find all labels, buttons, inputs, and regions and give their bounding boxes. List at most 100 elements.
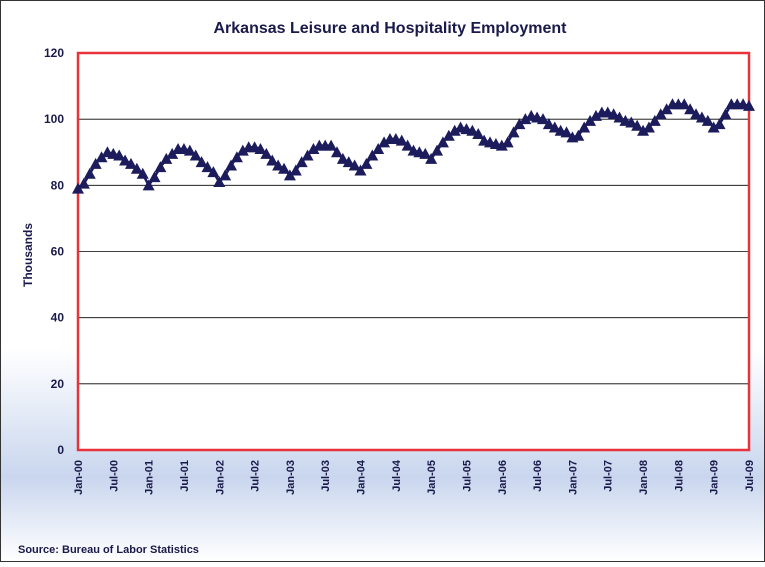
x-tick-label: Jan-08 bbox=[638, 460, 650, 495]
data-point bbox=[395, 134, 408, 146]
y-tick-label: 100 bbox=[44, 112, 64, 126]
data-point bbox=[495, 139, 508, 151]
data-point bbox=[301, 149, 314, 161]
data-point bbox=[278, 162, 291, 174]
x-tick-label: Jul-03 bbox=[320, 460, 332, 492]
data-point bbox=[148, 171, 161, 183]
data-point bbox=[584, 114, 597, 126]
x-tick-label: Jan-06 bbox=[497, 460, 509, 495]
x-tick-label: Jul-09 bbox=[744, 460, 756, 492]
x-tick-label: Jan-03 bbox=[285, 460, 297, 495]
data-point bbox=[330, 146, 343, 158]
source-note: Source: Bureau of Labor Statistics bbox=[18, 544, 199, 556]
data-point bbox=[77, 177, 90, 189]
data-point bbox=[589, 109, 602, 121]
data-point bbox=[219, 169, 232, 181]
y-tick-label: 80 bbox=[51, 178, 65, 192]
data-point bbox=[648, 114, 661, 126]
data-point bbox=[183, 144, 196, 156]
x-tick-label: Jul-08 bbox=[673, 460, 685, 492]
x-tick-label: Jan-01 bbox=[144, 460, 156, 495]
data-point bbox=[225, 159, 238, 171]
data-point bbox=[548, 121, 561, 133]
data-point bbox=[419, 147, 432, 159]
data-point bbox=[466, 124, 479, 136]
data-point bbox=[119, 154, 132, 166]
x-tick-label: Jul-02 bbox=[250, 460, 262, 492]
y-tick-label: 0 bbox=[57, 443, 64, 457]
data-point bbox=[378, 136, 391, 148]
data-point bbox=[136, 167, 149, 179]
y-axis-label: Thousands bbox=[21, 223, 35, 287]
data-point bbox=[283, 169, 296, 181]
data-point bbox=[325, 139, 338, 151]
data-point bbox=[678, 98, 691, 110]
y-tick-label: 20 bbox=[51, 377, 65, 391]
data-point bbox=[607, 108, 620, 120]
data-point bbox=[719, 108, 732, 120]
data-point bbox=[707, 121, 720, 133]
data-point bbox=[513, 118, 526, 130]
data-point bbox=[366, 149, 379, 161]
data-point bbox=[72, 182, 84, 194]
data-point bbox=[442, 129, 455, 141]
data-point bbox=[472, 128, 485, 140]
data-point bbox=[684, 103, 697, 115]
data-point bbox=[560, 126, 573, 138]
y-tick-label: 120 bbox=[44, 46, 64, 60]
data-point bbox=[425, 152, 438, 164]
data-point bbox=[578, 121, 591, 133]
x-tick-label: Jan-09 bbox=[709, 460, 721, 495]
y-tick-label: 60 bbox=[51, 245, 65, 259]
data-point bbox=[160, 152, 173, 164]
data-point bbox=[743, 99, 755, 111]
data-point bbox=[642, 121, 655, 133]
data-point bbox=[213, 176, 226, 188]
data-point bbox=[507, 126, 520, 138]
plot-frame bbox=[76, 51, 751, 452]
data-point bbox=[501, 136, 514, 148]
data-point bbox=[83, 167, 96, 179]
data-point bbox=[154, 161, 167, 173]
data-point bbox=[401, 139, 414, 151]
data-point bbox=[189, 149, 202, 161]
data-point bbox=[254, 142, 267, 154]
data-point bbox=[713, 118, 726, 130]
x-tick-label: Jan-05 bbox=[426, 460, 438, 495]
data-point bbox=[690, 108, 703, 120]
x-tick-label: Jan-07 bbox=[567, 460, 579, 495]
data-point bbox=[272, 159, 285, 171]
data-point bbox=[289, 164, 302, 176]
data-point bbox=[230, 151, 243, 163]
x-tick-label: Jul-01 bbox=[179, 460, 191, 492]
data-point bbox=[166, 147, 179, 159]
data-point bbox=[142, 179, 155, 191]
data-point bbox=[660, 103, 673, 115]
data-point bbox=[431, 144, 444, 156]
x-tick-label: Jul-07 bbox=[603, 460, 615, 492]
y-tick-label: 40 bbox=[51, 311, 65, 325]
data-point bbox=[519, 113, 532, 125]
data-point bbox=[130, 162, 143, 174]
x-tick-label: Jul-04 bbox=[391, 459, 403, 492]
x-tick-label: Jul-06 bbox=[532, 460, 544, 492]
data-point bbox=[372, 142, 385, 154]
data-point bbox=[95, 151, 108, 163]
data-point bbox=[295, 156, 308, 168]
x-tick-label: Jul-05 bbox=[461, 460, 473, 492]
data-point bbox=[695, 111, 708, 123]
data-point bbox=[637, 124, 650, 136]
data-point bbox=[360, 157, 373, 169]
data-point bbox=[207, 166, 220, 178]
data-point bbox=[342, 156, 355, 168]
data-point bbox=[354, 164, 367, 176]
data-point bbox=[124, 157, 137, 169]
data-point bbox=[613, 111, 626, 123]
data-point bbox=[631, 119, 644, 131]
chart-title: Arkansas Leisure and Hospitality Employm… bbox=[214, 20, 568, 37]
x-tick-label: Jan-02 bbox=[214, 460, 226, 495]
data-point bbox=[654, 108, 667, 120]
data-point bbox=[542, 118, 555, 130]
data-point bbox=[195, 156, 208, 168]
